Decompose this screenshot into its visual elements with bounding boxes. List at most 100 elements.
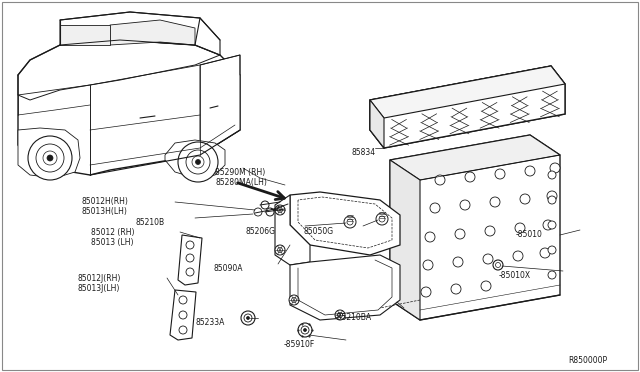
- Text: 85210B: 85210B: [136, 218, 165, 227]
- Circle shape: [423, 260, 433, 270]
- Text: 85280MA(LH): 85280MA(LH): [215, 178, 267, 187]
- Circle shape: [525, 166, 535, 176]
- Circle shape: [241, 311, 255, 325]
- Polygon shape: [110, 20, 195, 45]
- Circle shape: [548, 221, 556, 229]
- Circle shape: [451, 284, 461, 294]
- Polygon shape: [390, 135, 560, 180]
- Circle shape: [435, 175, 445, 185]
- Circle shape: [515, 223, 525, 233]
- Circle shape: [186, 254, 194, 262]
- Text: 85013J(LH): 85013J(LH): [77, 284, 120, 293]
- Circle shape: [186, 241, 194, 249]
- Circle shape: [483, 254, 493, 264]
- Circle shape: [178, 142, 218, 182]
- Circle shape: [481, 281, 491, 291]
- Text: 85206G: 85206G: [245, 227, 275, 236]
- Text: 85013H(LH): 85013H(LH): [82, 207, 128, 216]
- Text: 85233A: 85233A: [196, 318, 225, 327]
- Circle shape: [425, 232, 435, 242]
- Circle shape: [244, 314, 252, 322]
- Polygon shape: [170, 290, 196, 340]
- Circle shape: [430, 203, 440, 213]
- Circle shape: [278, 208, 282, 212]
- Polygon shape: [370, 100, 384, 148]
- Circle shape: [513, 251, 523, 261]
- Text: 85012H(RH): 85012H(RH): [82, 197, 129, 206]
- Polygon shape: [165, 140, 225, 178]
- Circle shape: [298, 323, 312, 337]
- Polygon shape: [60, 25, 110, 45]
- Circle shape: [303, 328, 307, 331]
- Circle shape: [261, 201, 269, 209]
- Circle shape: [550, 163, 560, 173]
- Polygon shape: [290, 192, 400, 255]
- Circle shape: [421, 287, 431, 297]
- Circle shape: [301, 326, 309, 334]
- Circle shape: [548, 196, 556, 204]
- Text: 85050G: 85050G: [303, 227, 333, 236]
- Text: -85010X: -85010X: [499, 271, 531, 280]
- Text: 85834: 85834: [352, 148, 376, 157]
- Text: 85012 (RH): 85012 (RH): [91, 228, 134, 237]
- Circle shape: [254, 208, 262, 216]
- Circle shape: [465, 172, 475, 182]
- Circle shape: [455, 229, 465, 239]
- Polygon shape: [390, 160, 420, 320]
- Polygon shape: [178, 235, 202, 285]
- Text: R850000P: R850000P: [568, 356, 607, 365]
- Circle shape: [192, 156, 204, 168]
- Circle shape: [186, 268, 194, 276]
- Circle shape: [490, 197, 500, 207]
- Circle shape: [453, 257, 463, 267]
- Circle shape: [36, 144, 64, 172]
- Circle shape: [344, 216, 356, 228]
- Circle shape: [376, 213, 388, 225]
- Polygon shape: [370, 66, 565, 148]
- Circle shape: [548, 271, 556, 279]
- Circle shape: [179, 311, 187, 319]
- Text: 85290M (RH): 85290M (RH): [215, 168, 265, 177]
- Polygon shape: [18, 40, 240, 175]
- Circle shape: [179, 326, 187, 334]
- Circle shape: [379, 216, 385, 222]
- Circle shape: [291, 298, 296, 302]
- Circle shape: [547, 191, 557, 201]
- Circle shape: [495, 169, 505, 179]
- Circle shape: [275, 245, 285, 255]
- Circle shape: [543, 220, 553, 230]
- Circle shape: [266, 208, 274, 216]
- Circle shape: [289, 295, 299, 305]
- Text: -85910F: -85910F: [284, 340, 316, 349]
- Circle shape: [548, 246, 556, 254]
- Polygon shape: [370, 66, 565, 148]
- Polygon shape: [370, 66, 565, 118]
- Circle shape: [337, 312, 342, 317]
- Text: 85013 (LH): 85013 (LH): [91, 238, 134, 247]
- Circle shape: [335, 310, 345, 320]
- Polygon shape: [200, 55, 240, 155]
- Polygon shape: [290, 255, 400, 320]
- Polygon shape: [18, 128, 80, 178]
- Circle shape: [278, 247, 282, 253]
- Circle shape: [186, 150, 210, 174]
- Circle shape: [28, 136, 72, 180]
- Polygon shape: [60, 12, 220, 55]
- Text: 85012J(RH): 85012J(RH): [77, 274, 120, 283]
- Circle shape: [548, 171, 556, 179]
- Circle shape: [47, 155, 53, 161]
- Circle shape: [540, 248, 550, 258]
- Circle shape: [520, 194, 530, 204]
- Circle shape: [460, 200, 470, 210]
- Circle shape: [493, 260, 503, 270]
- Circle shape: [347, 219, 353, 225]
- Circle shape: [485, 226, 495, 236]
- Circle shape: [275, 205, 285, 215]
- Circle shape: [179, 296, 187, 304]
- Text: -85210BA: -85210BA: [335, 313, 372, 322]
- Circle shape: [495, 263, 500, 267]
- Circle shape: [195, 160, 200, 164]
- Polygon shape: [275, 195, 310, 265]
- Polygon shape: [390, 135, 560, 320]
- Text: -85010: -85010: [516, 230, 543, 239]
